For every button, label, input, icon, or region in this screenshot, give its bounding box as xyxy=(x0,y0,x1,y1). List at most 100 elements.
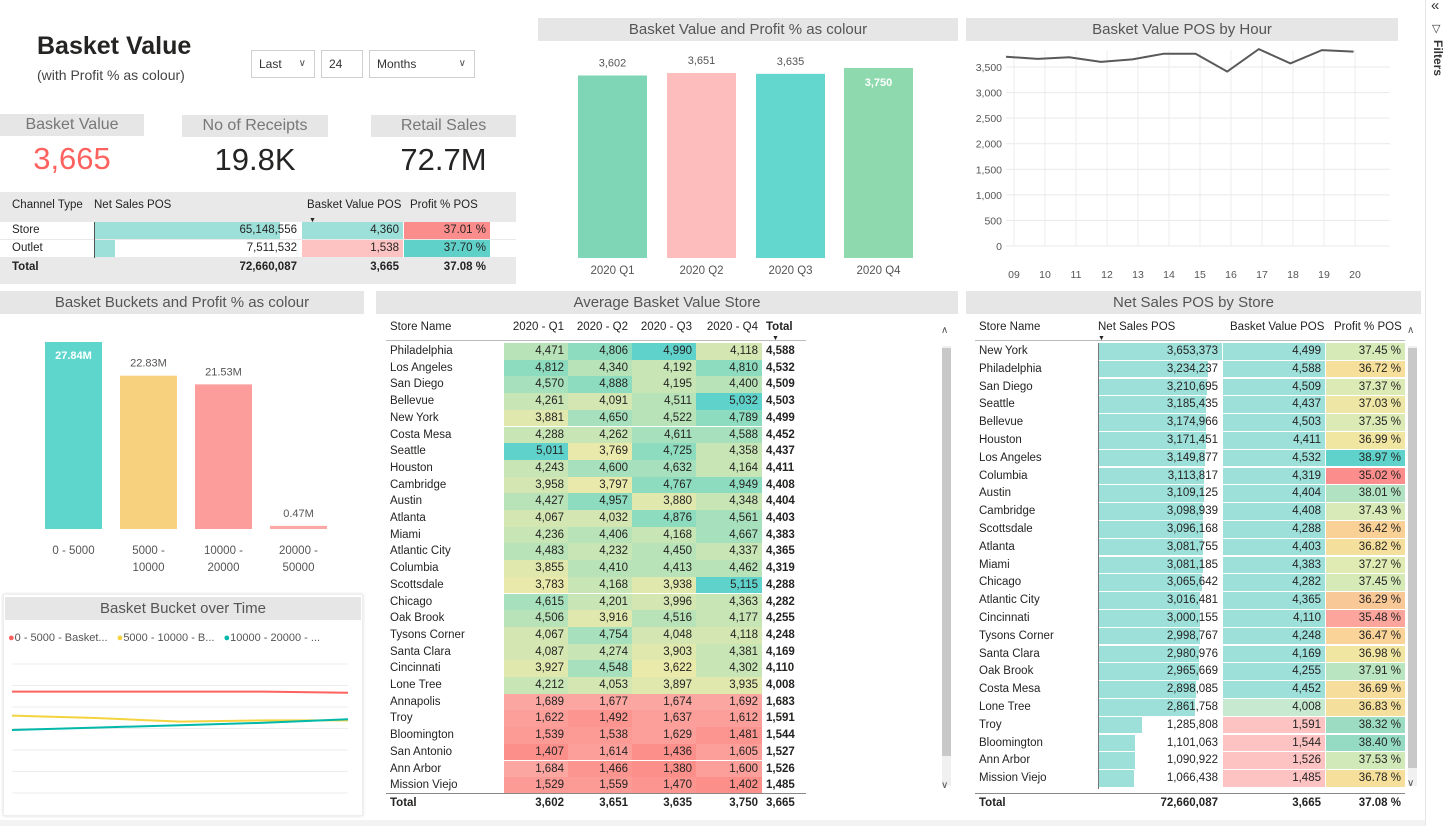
quarter-bar[interactable] xyxy=(578,75,647,259)
matrix-row[interactable]: Oak Brook 4,506 3,916 4,516 4,177 4,255 xyxy=(380,610,960,627)
netsales-scroll-thumb[interactable] xyxy=(1408,348,1417,768)
matrix-col-header[interactable]: Total xyxy=(766,321,793,333)
quarter-bar[interactable] xyxy=(844,68,913,258)
bucket-time-series[interactable] xyxy=(12,690,349,694)
matrix-row[interactable]: Cambridge 3,958 3,797 4,767 4,949 4,408 xyxy=(380,476,960,494)
netsales-row[interactable]: Scottsdale 3,096,168 4,288 36.42 % xyxy=(974,521,1420,538)
netsales-row[interactable]: Bloomington 1,101,063 1,544 38.40 % xyxy=(974,734,1420,752)
bucket-time-series[interactable] xyxy=(11,718,349,731)
matrix-row[interactable]: Miami 4,236 4,406 4,168 4,667 4,383 xyxy=(380,526,960,544)
scroll-down-icon[interactable]: ∨ xyxy=(1407,778,1415,789)
scroll-down-icon[interactable]: ∨ xyxy=(941,780,949,791)
net-sales-bar xyxy=(1098,716,1142,734)
netsales-row[interactable]: New York 3,653,373 4,499 37.45 % xyxy=(974,343,1420,360)
netsales-col-header[interactable]: Basket Value POS xyxy=(1230,321,1325,333)
netsales-row[interactable]: Cambridge 3,098,939 4,408 37.43 % xyxy=(974,503,1420,520)
matrix-scroll-thumb[interactable] xyxy=(942,348,951,756)
matrix-row[interactable]: Cincinnati 3,927 4,548 3,622 4,302 4,110 xyxy=(380,660,960,677)
legend-item[interactable]: ●0 - 5000 - Basket... xyxy=(8,632,108,644)
scroll-up-icon[interactable]: ∧ xyxy=(1407,325,1415,336)
netsales-row[interactable]: Austin 3,109,125 4,404 38.01 % xyxy=(974,485,1420,503)
quarter-bar[interactable] xyxy=(756,73,825,259)
netsales-row[interactable]: Cincinnati 3,000,155 4,110 35.48 % xyxy=(974,610,1420,627)
col-basket-value[interactable]: Basket Value POS xyxy=(307,199,402,211)
matrix-row[interactable]: San Antonio 1,407 1,614 1,436 1,605 1,527 xyxy=(380,743,960,761)
matrix-row[interactable]: Austin 4,427 4,957 3,880 4,348 4,404 xyxy=(380,493,960,510)
matrix-row[interactable]: Troy 1,622 1,492 1,637 1,612 1,591 xyxy=(380,710,960,728)
netsales-row[interactable]: Houston 3,171,451 4,411 36.99 % xyxy=(974,432,1420,449)
netsales-row[interactable]: Miami 3,081,185 4,383 37.27 % xyxy=(974,556,1420,574)
col-net-sales[interactable]: Net Sales POS xyxy=(94,199,172,211)
netsales-row[interactable]: Oak Brook 2,965,669 4,255 37.91 % xyxy=(974,663,1420,681)
hour-series-line[interactable] xyxy=(1005,47,1354,73)
netsales-col-header[interactable]: Profit % POS xyxy=(1334,321,1402,333)
matrix-row[interactable]: Los Angeles 4,812 4,340 4,192 4,810 4,532 xyxy=(380,359,960,377)
matrix-row[interactable]: Mission Viejo 1,529 1,559 1,470 1,402 1,485 xyxy=(380,777,960,794)
netsales-row[interactable]: Columbia 3,113,817 4,319 35.02 % xyxy=(974,467,1420,485)
netsales-row[interactable]: Philadelphia 3,234,237 4,588 36.72 % xyxy=(974,360,1420,378)
bucket-bar[interactable] xyxy=(45,342,102,529)
collapse-icon[interactable]: « xyxy=(1431,0,1440,14)
filters-label[interactable]: Filters xyxy=(1431,40,1445,77)
matrix-row[interactable]: Ann Arbor 1,684 1,466 1,380 1,600 1,526 xyxy=(380,760,960,778)
netsales-row[interactable]: Bellevue 3,174,966 4,503 37.35 % xyxy=(974,414,1420,431)
netsales-row[interactable]: Costa Mesa 2,898,085 4,452 36.69 % xyxy=(974,681,1420,698)
matrix-row[interactable]: Philadelphia 4,471 4,806 4,990 4,118 4,588 xyxy=(380,343,960,360)
matrix-row[interactable]: Chicago 4,615 4,201 3,996 4,363 4,282 xyxy=(380,593,960,611)
channel-row-outlet[interactable]: Outlet 7,511,532 1,538 37.70 % xyxy=(0,240,516,257)
bucket-bar[interactable] xyxy=(195,384,252,529)
matrix-row[interactable]: Bloomington 1,539 1,538 1,629 1,481 1,544 xyxy=(380,727,960,744)
netsales-col-header[interactable]: Net Sales POS xyxy=(1098,321,1176,333)
matrix-row[interactable]: Seattle 5,011 3,769 4,725 4,358 4,437 xyxy=(380,443,960,460)
matrix-row[interactable]: Tysons Corner 4,067 4,754 4,048 4,118 4,248 xyxy=(380,626,960,644)
legend-item[interactable]: ●10000 - 20000 - ... xyxy=(224,632,321,644)
matrix-row[interactable]: Santa Clara 4,087 4,274 3,903 4,381 4,169 xyxy=(380,643,960,661)
unit-dropdown[interactable]: Months ∨ xyxy=(369,50,475,78)
matrix-row[interactable]: Scottsdale 3,783 4,168 3,938 5,115 4,288 xyxy=(380,576,960,594)
bucket-time-series[interactable] xyxy=(11,714,348,723)
bucket-time-line-chart xyxy=(11,663,349,794)
matrix-row[interactable]: Lone Tree 4,212 4,053 3,897 3,935 4,008 xyxy=(380,677,960,694)
netsales-col-header[interactable]: Store Name xyxy=(979,321,1041,333)
profit-value: 37.91 % xyxy=(1326,663,1405,681)
matrix-row[interactable]: Costa Mesa 4,288 4,262 4,611 4,588 4,452 xyxy=(380,426,960,444)
filters-pane[interactable] xyxy=(1425,0,1450,826)
col-channel-type[interactable]: Channel Type xyxy=(12,199,83,211)
period-dropdown[interactable]: Last ∨ xyxy=(251,50,315,78)
netsales-row[interactable]: San Diego 3,210,695 4,509 37.37 % xyxy=(974,378,1420,396)
channel-row-store[interactable]: Store 65,148,556 4,360 37.01 % xyxy=(0,222,516,239)
netsales-row[interactable]: Atlantic City 3,016,481 4,365 36.29 % xyxy=(974,592,1420,609)
bucket-bar[interactable] xyxy=(120,375,177,529)
matrix-row[interactable]: San Diego 4,570 4,888 4,195 4,400 4,509 xyxy=(380,376,960,394)
netsales-row[interactable]: Ann Arbor 1,090,922 1,526 37.53 % xyxy=(974,752,1420,770)
netsales-row[interactable]: Santa Clara 2,980,976 4,169 36.98 % xyxy=(974,645,1420,663)
netsales-row[interactable]: Mission Viejo 1,066,438 1,485 36.78 % xyxy=(974,770,1420,787)
matrix-col-header[interactable]: Store Name xyxy=(390,321,452,333)
scroll-up-icon[interactable]: ∧ xyxy=(941,325,949,336)
matrix-row[interactable]: Atlantic City 4,483 4,232 4,450 4,337 4,365 xyxy=(380,543,960,561)
matrix-col-header[interactable]: 2020 - Q1 xyxy=(512,321,564,333)
netsales-row[interactable]: Troy 1,285,808 1,591 38.32 % xyxy=(974,716,1420,734)
matrix-col-header[interactable]: 2020 - Q2 xyxy=(576,321,628,333)
legend-item[interactable]: ●5000 - 10000 - B... xyxy=(117,632,215,644)
hour-chart-title: Basket Value POS by Hour xyxy=(966,18,1398,41)
net-sales-value: 3,149,877 xyxy=(1166,451,1218,464)
netsales-row[interactable]: Atlanta 3,081,755 4,403 36.82 % xyxy=(974,538,1420,556)
matrix-col-header[interactable]: 2020 - Q3 xyxy=(640,321,692,333)
matrix-row[interactable]: Annapolis 1,689 1,677 1,674 1,692 1,683 xyxy=(380,693,960,711)
matrix-row[interactable]: Atlanta 4,067 4,032 4,876 4,561 4,403 xyxy=(380,510,960,527)
matrix-row[interactable]: Columbia 3,855 4,410 4,413 4,462 4,319 xyxy=(380,560,960,577)
matrix-row[interactable]: Houston 4,243 4,600 4,632 4,164 4,411 xyxy=(380,459,960,477)
netsales-row[interactable]: Los Angeles 3,149,877 4,532 38.97 % xyxy=(974,449,1420,467)
col-profit[interactable]: Profit % POS xyxy=(410,199,478,211)
count-input[interactable]: 24 xyxy=(321,50,363,78)
matrix-col-header[interactable]: 2020 - Q4 xyxy=(706,321,758,333)
netsales-row[interactable]: Tysons Corner 2,998,767 4,248 36.47 % xyxy=(974,627,1420,645)
quarter-bar[interactable] xyxy=(667,73,736,259)
netsales-row[interactable]: Chicago 3,065,642 4,282 37.45 % xyxy=(974,574,1420,592)
netsales-row[interactable]: Seattle 3,185,435 4,437 37.03 % xyxy=(974,396,1420,414)
matrix-row[interactable]: Bellevue 4,261 4,091 4,511 5,032 4,503 xyxy=(380,393,960,410)
netsales-row[interactable]: Lone Tree 2,861,758 4,008 36.83 % xyxy=(974,699,1420,716)
matrix-row[interactable]: New York 3,881 4,650 4,522 4,789 4,499 xyxy=(380,409,960,427)
bucket-bar[interactable] xyxy=(270,525,327,529)
